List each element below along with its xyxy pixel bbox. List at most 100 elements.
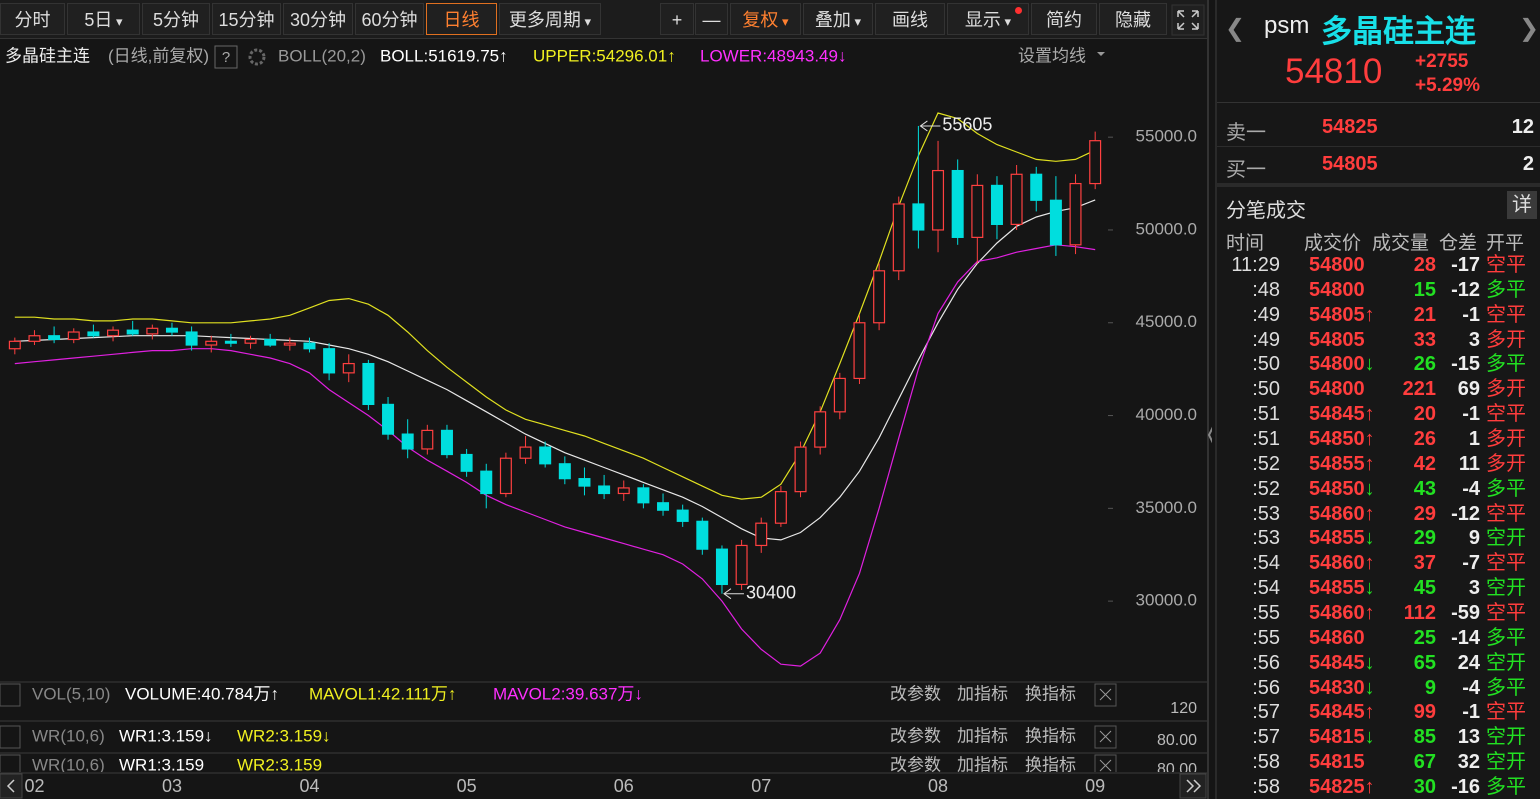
trade-volume: 25 xyxy=(1413,626,1436,649)
scroll-left[interactable] xyxy=(0,773,23,799)
help-box[interactable] xyxy=(0,754,21,777)
help-box[interactable] xyxy=(214,45,238,69)
indicator-name: BOLL(20,2) xyxy=(278,46,366,65)
price-arrow: ↑ xyxy=(1364,303,1375,326)
column-header: 开平 xyxy=(1486,233,1525,254)
toolbar-button[interactable]: 隐藏 xyxy=(1099,3,1167,35)
indicator-button[interactable]: 换指标 xyxy=(1025,755,1076,774)
trade-volume: 99 xyxy=(1413,701,1436,724)
price-arrow: ↑ xyxy=(1364,502,1375,525)
indicator-button[interactable]: 改参数 xyxy=(890,684,941,703)
trade-volume: 20 xyxy=(1413,403,1436,426)
toolbar-button[interactable]: 叠加 xyxy=(803,3,873,35)
toolbar: 分时5日5分钟15分钟30分钟60分钟日线更多周期 +—复权叠加画线显示简约隐藏 xyxy=(0,0,1207,39)
annotation-label: 55605 xyxy=(942,115,992,135)
trade-price: 54815↓ xyxy=(1309,726,1375,749)
trades-title: 分笔成交 xyxy=(1226,200,1306,222)
separator xyxy=(1217,146,1540,147)
toolbar-button[interactable]: 日线 xyxy=(426,3,497,35)
toolbar-button[interactable]: 画线 xyxy=(875,3,945,35)
toolbar-button[interactable]: 15分钟 xyxy=(212,3,281,35)
collapse-arrow[interactable] xyxy=(1207,426,1212,444)
trade-volume: 26 xyxy=(1413,428,1436,451)
candle-body xyxy=(67,331,80,341)
indicator-value: MAVOL2:39.637万↓ xyxy=(493,684,643,703)
candle-body xyxy=(814,411,827,448)
trade-volume: 9 xyxy=(1424,676,1436,699)
trade-price: 54855↓ xyxy=(1309,527,1375,550)
trade-type: 多平 xyxy=(1486,278,1526,301)
column-header: 成交量 xyxy=(1372,233,1430,254)
y-tick-label: 55000.0 xyxy=(1136,127,1197,146)
trade-volume: 15 xyxy=(1413,278,1436,301)
trade-diff: -4 xyxy=(1462,477,1480,500)
toolbar-button[interactable]: 复权 xyxy=(730,3,801,35)
close-box[interactable] xyxy=(1094,683,1117,707)
time: :51 xyxy=(1252,403,1280,426)
trade-diff: 1 xyxy=(1468,428,1480,451)
help-box[interactable] xyxy=(0,683,21,707)
indicator-button[interactable]: 换指标 xyxy=(1025,726,1076,745)
indicator-button[interactable]: 改参数 xyxy=(890,726,941,745)
fullscreen-icon[interactable] xyxy=(1171,4,1205,36)
toolbar-button[interactable]: 5分钟 xyxy=(142,3,210,35)
indicator-button[interactable]: 换指标 xyxy=(1025,684,1076,703)
time: :50 xyxy=(1252,353,1280,376)
trade-diff: -15 xyxy=(1451,353,1480,376)
annotation-arrow xyxy=(919,120,941,132)
indicator-panel: WR(10,6) WR1:3.159↓ WR2:3.159↓ 改参数 加指标 换指标 80.… xyxy=(0,725,1197,749)
trade-type: 空平 xyxy=(1486,403,1526,426)
trade-diff: 11 xyxy=(1458,452,1480,475)
indicator-button[interactable]: 改参数 xyxy=(890,755,941,774)
time: :55 xyxy=(1252,626,1280,649)
candle-body xyxy=(1010,173,1023,225)
help-box[interactable] xyxy=(0,725,21,749)
toolbar-button[interactable]: — xyxy=(695,3,728,35)
book-price: 54805 xyxy=(1322,153,1378,175)
indicator-value: WR2:3.159↓ xyxy=(237,726,331,745)
time: :56 xyxy=(1252,651,1280,674)
detail-button[interactable]: 详 xyxy=(1507,191,1537,219)
trade-diff: -12 xyxy=(1451,278,1480,301)
toolbar-button[interactable]: 30分钟 xyxy=(283,3,353,35)
change-pct: +5.29% xyxy=(1415,75,1480,96)
trade-price: 54800↓ xyxy=(1309,353,1375,376)
toolbar-button[interactable]: 显示 xyxy=(947,3,1029,35)
toolbar-button[interactable]: 60分钟 xyxy=(355,3,424,35)
indicator-button[interactable]: 加指标 xyxy=(957,684,1008,703)
toolbar-button[interactable]: + xyxy=(660,3,694,35)
close-box[interactable] xyxy=(1094,725,1117,749)
indicator-button[interactable]: 加指标 xyxy=(957,726,1008,745)
gear-icon[interactable] xyxy=(248,48,266,66)
candle-body xyxy=(28,335,41,342)
trade-type: 空开 xyxy=(1486,751,1526,774)
quote-panel: ❮ ❯ psm 多晶硅主连 54810 +2755 +5.29% 卖一 54825 12 买一 5… xyxy=(1215,0,1540,799)
indicator-button[interactable]: 加指标 xyxy=(957,755,1008,774)
candle-body xyxy=(146,327,159,335)
candle-body xyxy=(912,203,925,231)
close-box[interactable] xyxy=(1094,754,1117,777)
trade-type: 空开 xyxy=(1486,651,1526,674)
price-arrow: ↓ xyxy=(1364,477,1375,500)
toolbar-button[interactable]: 简约 xyxy=(1031,3,1097,35)
trade-price: 54860↑ xyxy=(1309,602,1375,625)
prev-arrow[interactable]: ❮ xyxy=(1225,15,1246,42)
candle-body xyxy=(323,348,336,374)
trade-price: 54860↑ xyxy=(1309,502,1375,525)
x-tick-label: 02 xyxy=(24,776,44,796)
indicator-panel: VOL(5,10) VOLUME:40.784万↑ MAVOL1:42.111万↑ M… xyxy=(0,683,1197,717)
toolbar-button[interactable]: 5日 xyxy=(67,3,140,35)
candle-body xyxy=(87,331,100,337)
trade-volume: 67 xyxy=(1413,751,1436,774)
trade-volume: 221 xyxy=(1402,378,1436,401)
trade-price: 54830↓ xyxy=(1309,676,1375,699)
dropdown-icon xyxy=(1097,52,1105,56)
indicator-axis-label: 120 xyxy=(1170,700,1197,717)
next-arrow[interactable]: ❯ xyxy=(1519,15,1540,42)
candle-body xyxy=(735,544,748,586)
x-tick-label: 05 xyxy=(457,776,477,796)
trade-price: 54845↑ xyxy=(1309,403,1375,426)
toolbar-button[interactable]: 分时 xyxy=(0,3,65,35)
toolbar-button[interactable]: 更多周期 xyxy=(499,3,601,35)
trade-type: 空平 xyxy=(1486,701,1526,724)
